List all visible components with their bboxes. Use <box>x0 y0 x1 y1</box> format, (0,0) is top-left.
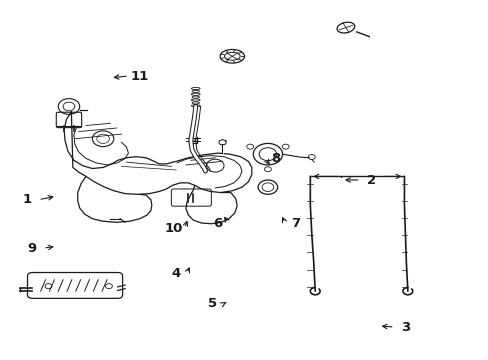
Text: 4: 4 <box>171 267 181 280</box>
Text: 9: 9 <box>28 242 37 255</box>
Text: 8: 8 <box>271 152 280 165</box>
Text: 6: 6 <box>213 216 222 230</box>
Text: 7: 7 <box>290 216 300 230</box>
Text: 3: 3 <box>400 320 409 333</box>
Text: 11: 11 <box>130 69 148 82</box>
Text: 2: 2 <box>366 174 375 186</box>
Text: 1: 1 <box>23 193 32 206</box>
Text: 5: 5 <box>208 297 217 310</box>
Text: 10: 10 <box>164 222 183 235</box>
